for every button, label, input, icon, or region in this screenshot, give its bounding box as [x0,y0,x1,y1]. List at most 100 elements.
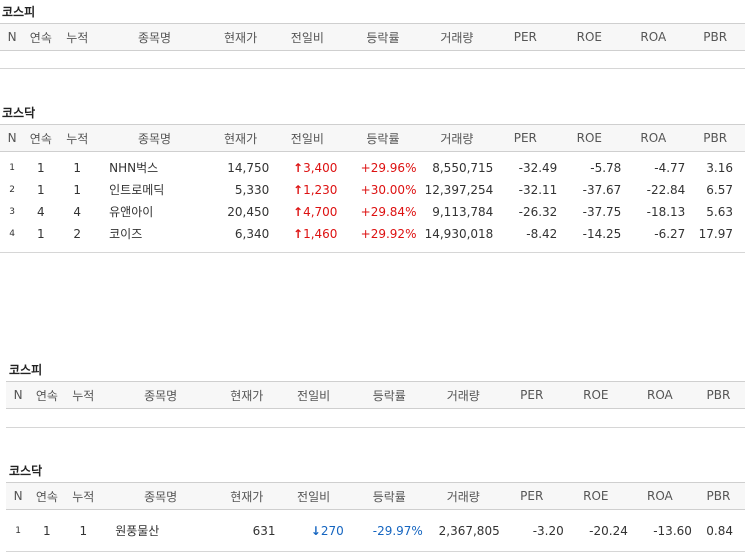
column-header-roa: ROA [621,124,686,152]
cell-total: 4 [73,204,82,219]
cell-volume: 2,367,805 [438,523,500,538]
cell-roe: -37.67 [582,182,622,197]
column-header-stock-name: 종목명 [97,23,212,51]
cell-per: -32.11 [518,182,558,197]
cell-change-rate: +29.96% [345,157,420,179]
table-bottom-border [6,541,745,552]
cell-change-rate: +30.00% [345,179,420,201]
column-header-current-price: 현재가 [211,124,270,152]
change-value: 1,460 [303,226,338,241]
column-header-change: 전일비 [275,482,352,510]
cell-total: 1 [73,182,82,197]
change-rate-value: -29.97% [372,523,423,538]
column-header-stock-name: 종목명 [103,482,219,510]
table-row[interactable]: 2 1 1 인트로메딕 5,330 ↑1,230 +30.00% 12,397,254 -32.… [0,179,745,201]
column-header-stock-name: 종목명 [97,124,212,152]
column-header-pbr: PBR [685,124,745,152]
column-header-rank: N [0,124,25,152]
column-header-roe: ROE [557,23,622,51]
cell-change-rate: +29.92% [345,223,420,245]
column-header-streak: 연속 [30,482,64,510]
column-header-total: 누적 [63,482,104,510]
change-rate-value: +30.00% [360,182,417,197]
column-header-per: PER [493,124,558,152]
kosdaq-table-2: N 연속 누적 종목명 현재가 전일비 등락률 거래량 PER ROE ROA PBR 1 1 1 원풍물산 6… [6,482,745,552]
red-up-arrow-icon: ↑ [293,160,304,175]
table-header-row: N 연속 누적 종목명 현재가 전일비 등락률 거래량 PER ROE ROA PBR [6,381,745,409]
column-header-volume: 거래량 [420,124,494,152]
cell-current-price: 20,450 [227,204,270,219]
table-bottom-border [0,50,745,69]
cell-roe: -14.25 [582,226,622,241]
column-header-change: 전일비 [275,381,352,409]
cell-pbr: 0.84 [706,523,733,538]
cell-per: -8.42 [526,226,558,241]
cell-stock-name[interactable]: 인트로메딕 [109,183,165,197]
cell-streak: 4 [37,204,45,219]
cell-pbr: 3.16 [706,160,733,175]
column-header-change: 전일비 [269,124,346,152]
cell-change: ↓270 [276,520,352,542]
cell-roe: -20.24 [589,523,628,538]
cell-stock-name[interactable]: 코이즈 [109,227,143,241]
cell-per: -32.49 [518,160,558,175]
cell-rank: 1 [15,525,22,536]
column-header-volume: 거래량 [420,23,494,51]
column-header-per: PER [499,482,564,510]
column-header-streak: 연속 [30,381,64,409]
cell-rank: 2 [9,184,15,195]
column-header-roe: ROE [557,124,622,152]
table-header-row: N 연속 누적 종목명 현재가 전일비 등락률 거래량 PER ROE ROA PBR [0,23,745,51]
kosdaq-table-1: N 연속 누적 종목명 현재가 전일비 등락률 거래량 PER ROE ROA PBR 1 1 1 NHN벅스… [0,124,745,253]
change-rate-value: +29.96% [360,160,417,175]
column-header-roe: ROE [563,482,628,510]
cell-stock-name[interactable]: NHN벅스 [109,161,159,175]
cell-roe: -37.75 [582,204,622,219]
column-header-per: PER [493,23,558,51]
cell-rank: 1 [9,162,15,173]
cell-volume: 12,397,254 [424,182,494,197]
column-header-rank: N [0,23,25,51]
column-header-change-rate: 등락률 [345,124,421,152]
column-header-rank: N [6,482,31,510]
cell-stock-name[interactable]: 유앤아이 [109,205,154,219]
cell-change: ↑4,700 [269,201,345,223]
column-header-streak: 연속 [24,124,58,152]
column-header-streak: 연속 [24,23,58,51]
cell-roe: -5.78 [590,160,622,175]
cell-current-price: 6,340 [234,226,270,241]
column-header-volume: 거래량 [426,482,500,510]
cell-streak: 1 [43,523,51,538]
table-row[interactable]: 4 1 2 코이즈 6,340 ↑1,460 +29.92% 14,930,018 -8.42-… [0,223,745,245]
column-header-change: 전일비 [269,23,346,51]
kosdaq-section-title-1: 코스닥 [2,106,36,120]
column-header-roa: ROA [621,23,686,51]
cell-roa: -22.84 [646,182,686,197]
cell-roa: -13.60 [653,523,692,538]
cell-stock-name[interactable]: 원풍물산 [115,524,160,538]
cell-streak: 1 [37,226,45,241]
table-row[interactable]: 3 4 4 유앤아이 20,450 ↑4,700 +29.84% 9,113,784 -26.3… [0,201,745,223]
change-rate-value: +29.92% [360,226,417,241]
table-row[interactable]: 1 1 1 NHN벅스 14,750 ↑3,400 +29.96% 8,550,715 -32.… [0,157,745,179]
column-header-change-rate: 등락률 [351,381,427,409]
column-header-rank: N [6,381,31,409]
table-bottom-border [6,408,745,428]
column-header-current-price: 현재가 [211,23,270,51]
column-header-pbr: PBR [691,482,745,510]
cell-streak: 1 [37,160,45,175]
kospi-section-title-2: 코스피 [9,363,43,377]
column-header-current-price: 현재가 [218,482,276,510]
table-row[interactable]: 1 1 1 원풍물산 631 ↓270 -29.97% 2,367,805 -3.20 -20.2… [6,520,745,542]
cell-current-price: 5,330 [234,182,270,197]
cell-volume: 9,113,784 [432,204,494,219]
cell-volume: 8,550,715 [432,160,494,175]
cell-pbr: 6.57 [706,182,733,197]
cell-rank: 4 [9,228,15,239]
column-header-pbr: PBR [691,381,745,409]
kospi-table-2: N 연속 누적 종목명 현재가 전일비 등락률 거래량 PER ROE ROA PBR [6,381,745,428]
cell-roa: -6.27 [654,226,686,241]
kospi-table-1: N 연속 누적 종목명 현재가 전일비 등락률 거래량 PER ROE ROA PBR [0,23,745,69]
cell-change: ↑1,460 [269,223,345,245]
table-header-row: N 연속 누적 종목명 현재가 전일비 등락률 거래량 PER ROE ROA PBR [6,482,745,510]
